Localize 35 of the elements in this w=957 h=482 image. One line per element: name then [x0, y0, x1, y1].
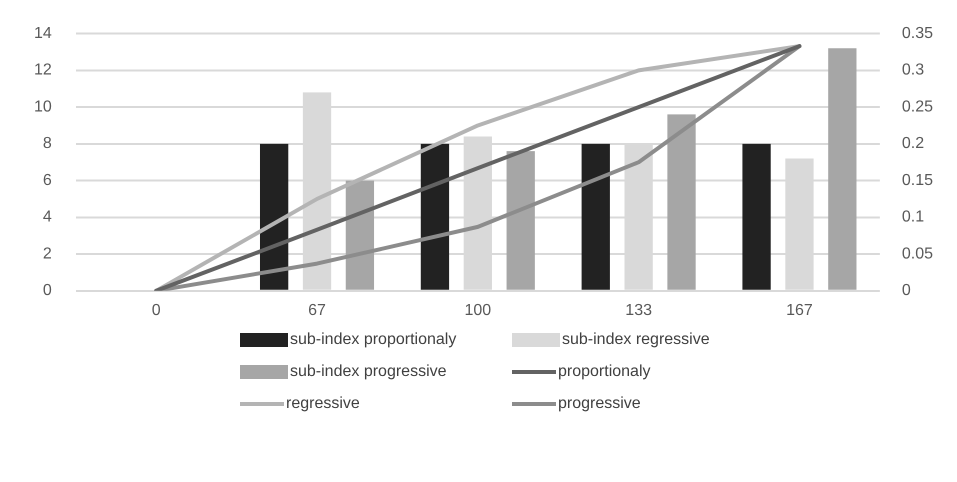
y-tick-label: 14: [34, 25, 52, 42]
bar: [742, 144, 771, 290]
y2-tick-label: 0.2: [902, 135, 924, 152]
x-tick-label: 167: [786, 302, 813, 319]
y-tick-label: 4: [42, 208, 52, 226]
legend-label: sub-index proportionaly: [290, 331, 456, 349]
legend-label: sub-index progressive: [290, 363, 447, 381]
legend-label: regressive: [286, 395, 360, 413]
y2-tick-label: 0.3: [902, 62, 924, 79]
y-tick-label: 8: [42, 135, 52, 152]
y-tick-label: 10: [34, 98, 52, 116]
legend-label: progressive: [558, 395, 641, 413]
x-tick-label: 100: [464, 302, 492, 319]
bar: [346, 180, 374, 290]
y2-tick-label: 0.35: [902, 25, 934, 42]
y-tick-label: 0: [42, 282, 52, 300]
bar: [667, 114, 696, 290]
bar: [582, 144, 610, 290]
y2-tick-label: 0.05: [902, 245, 934, 262]
y2-tick-label: 0.1: [902, 208, 924, 226]
y2-tick-label: 0: [902, 282, 911, 300]
bar: [260, 144, 288, 290]
bar: [420, 144, 450, 290]
x-tick-label: 0: [152, 302, 161, 319]
bar: [828, 48, 856, 290]
y2-tick-label: 0.25: [902, 98, 934, 116]
legend-label: sub-index regressive: [562, 331, 710, 349]
y-tick-label: 2: [42, 245, 52, 262]
y2-tick-label: 0.15: [902, 172, 934, 189]
y-tick-label: 6: [42, 172, 52, 189]
x-tick-label: 133: [625, 302, 652, 319]
y-tick-label: 12: [34, 62, 52, 79]
legend-label: proportionaly: [558, 363, 650, 381]
x-tick-label: 67: [308, 302, 326, 319]
bar: [506, 151, 535, 290]
